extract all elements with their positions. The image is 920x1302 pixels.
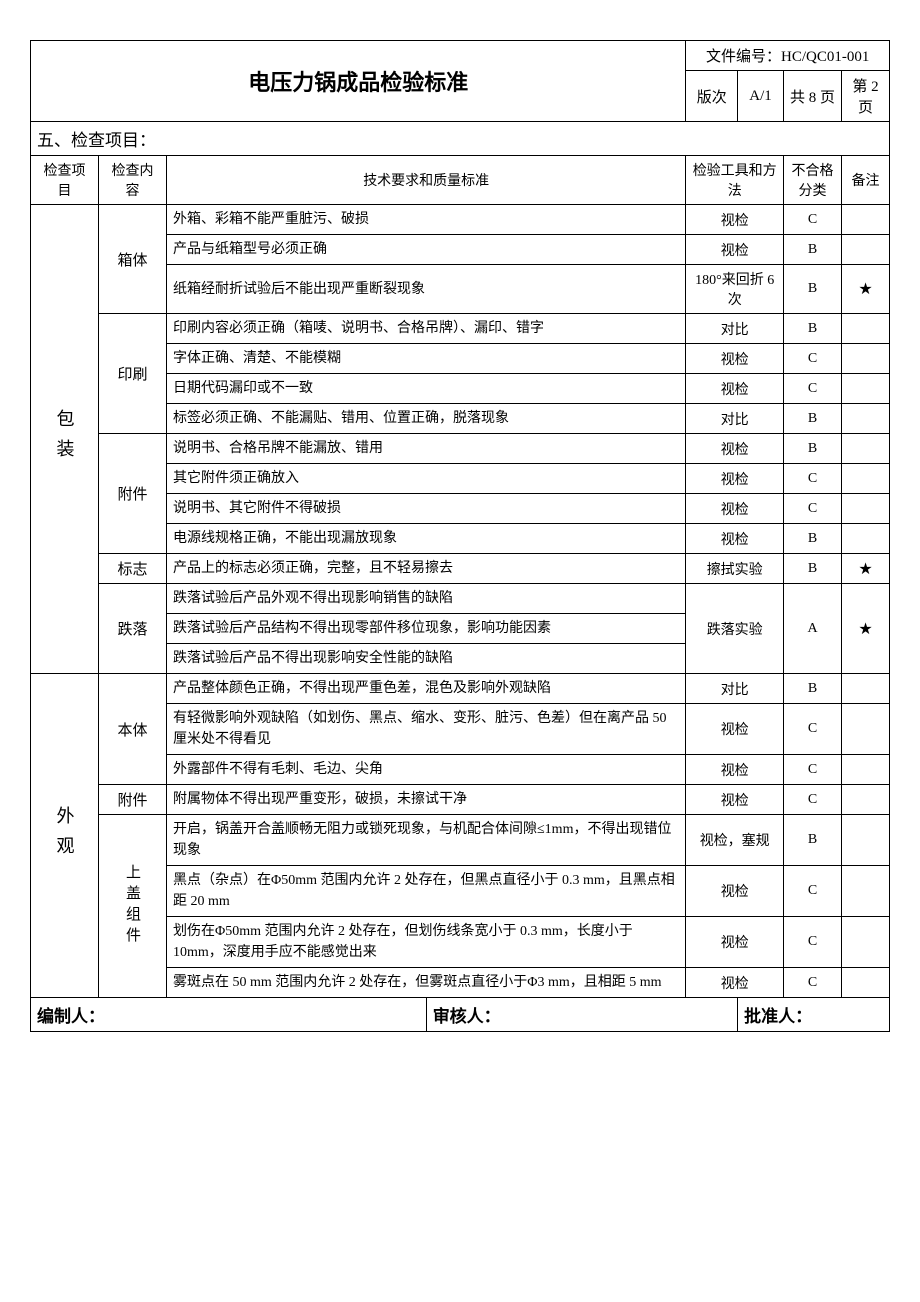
- subcat-box: 箱体: [99, 205, 167, 314]
- header-note: 备注: [842, 156, 890, 205]
- subcat-accessory: 附件: [99, 434, 167, 554]
- doc-number: 文件编号：HC/QC01-001: [686, 41, 890, 71]
- table-row: 外观 本体 产品整体颜色正确，不得出现严重色差，混色及影响外观缺陷 对比 B: [31, 674, 890, 704]
- header-grade: 不合格分类: [784, 156, 842, 205]
- note-cell: [842, 205, 890, 235]
- page-total: 共 8 页: [784, 71, 842, 122]
- header-tech-req: 技术要求和质量标准: [167, 156, 686, 205]
- subcat-accessory2: 附件: [99, 785, 167, 815]
- table-row: 上盖组件 开启，锅盖开合盖顺畅无阻力或锁死现象，与机配合体间隙≤1mm，不得出现…: [31, 815, 890, 866]
- subcat-lid: 上盖组件: [99, 815, 167, 998]
- table-row: 跌落 跌落试验后产品外观不得出现影响销售的缺陷 跌落实验 A ★: [31, 584, 890, 614]
- method-cell: 视检: [686, 205, 784, 235]
- req-cell: 外箱、彩箱不能严重脏污、破损: [167, 205, 686, 235]
- footer-approver: 批准人：: [738, 998, 890, 1032]
- category-packaging: 包装: [31, 205, 99, 674]
- table-row: 附件 说明书、合格吊牌不能漏放、错用 视检 B: [31, 434, 890, 464]
- subcat-drop: 跌落: [99, 584, 167, 674]
- section-title: 五、检查项目：: [31, 122, 890, 156]
- header-check-content: 检查内容: [99, 156, 167, 205]
- table-row: 标志 产品上的标志必须正确，完整，且不轻易擦去 擦拭实验 B ★: [31, 554, 890, 584]
- subcat-body: 本体: [99, 674, 167, 785]
- table-row: 包装 箱体 外箱、彩箱不能严重脏污、破损 视检 C: [31, 205, 890, 235]
- footer-author: 编制人：: [31, 998, 427, 1032]
- subcat-print: 印刷: [99, 314, 167, 434]
- document-title: 电压力锅成品检验标准: [31, 41, 686, 122]
- header-method: 检验工具和方法: [686, 156, 784, 205]
- footer-reviewer: 审核人：: [426, 998, 737, 1032]
- grade-cell: C: [784, 205, 842, 235]
- version-value: A/1: [738, 71, 784, 122]
- page-current: 第 2 页: [842, 71, 890, 122]
- table-row: 印刷 印刷内容必须正确（箱唛、说明书、合格吊牌）、漏印、错字 对比 B: [31, 314, 890, 344]
- category-appearance: 外观: [31, 674, 99, 998]
- document-table: 电压力锅成品检验标准 文件编号：HC/QC01-001 版次 A/1 共 8 页…: [30, 40, 890, 1032]
- subcat-mark: 标志: [99, 554, 167, 584]
- version-label: 版次: [686, 71, 738, 122]
- header-check-item: 检查项目: [31, 156, 99, 205]
- table-row: 附件 附属物体不得出现严重变形，破损，未擦试干净 视检 C: [31, 785, 890, 815]
